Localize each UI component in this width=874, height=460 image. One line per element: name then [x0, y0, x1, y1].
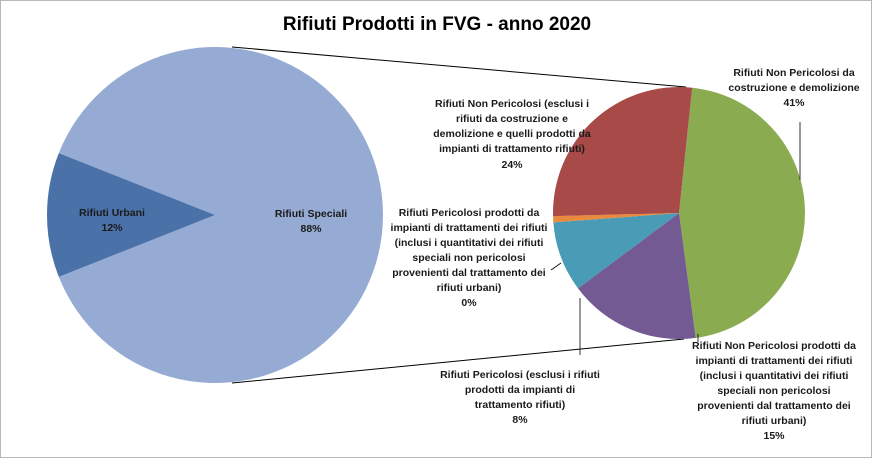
label-percent: 24%	[501, 159, 523, 171]
pie-slice-pericolosi-esclusi	[553, 213, 679, 289]
label-line: (inclusi i quantitativi dei rifiuti	[700, 370, 849, 382]
label-non-pericolosi-costruzione: Rifiuti Non Pericolosi da costruzione e …	[728, 67, 859, 109]
label-rifiuti-speciali: Rifiuti Speciali 88%	[275, 208, 347, 235]
label-line: prodotti da impianti di	[465, 384, 575, 396]
label-line: speciali non pericolosi	[717, 385, 830, 397]
label-rifiuti-urbani: Rifiuti Urbani 12%	[79, 207, 145, 234]
label-percent: 8%	[512, 414, 528, 426]
detail-pie	[553, 87, 805, 339]
label-percent: 41%	[783, 97, 805, 109]
label-line: rifiuti urbani)	[437, 282, 502, 294]
connector-lines	[231, 46, 687, 384]
label-line: Rifiuti Non Pericolosi da	[733, 67, 855, 79]
pie-slice-rifiuti-speciali	[58, 46, 384, 383]
pie-slice-non-pericolosi-costruzione	[679, 87, 805, 338]
connector-line-bottom	[231, 338, 685, 384]
pie-slice-non-pericolosi-esclusi	[553, 87, 693, 217]
label-line: provenienti dal trattamento dei	[697, 400, 851, 412]
label-line: demolizione e quelli prodotti da	[433, 128, 591, 140]
label-line: impianti di trattamenti dei rifiuti	[696, 355, 853, 367]
pie-slice-rifiuti-urbani	[47, 153, 215, 277]
label-line: rifiuti urbani)	[742, 415, 807, 427]
label-line: trattamento rifiuti)	[475, 399, 565, 411]
label-pericolosi-esclusi: Rifiuti Pericolosi (esclusi i rifiuti pr…	[440, 369, 600, 426]
chart-title: Rifiuti Prodotti in FVG - anno 2020	[283, 14, 591, 35]
main-pie	[47, 46, 384, 383]
label-line: speciali non pericolosi	[412, 252, 525, 264]
label-line: impianti di trattamento rifiuti)	[439, 143, 585, 155]
label-percent: 0%	[461, 297, 477, 309]
label-text: Rifiuti Urbani	[79, 207, 145, 219]
label-line: provenienti dal trattamento dei	[392, 267, 546, 279]
leader-line-0	[550, 262, 562, 271]
label-line: Rifiuti Pericolosi (esclusi i rifiuti	[440, 369, 600, 381]
connector-line-top	[231, 46, 687, 88]
pie-slice-non-pericolosi-impianti	[578, 213, 696, 339]
pie-slice-pericolosi-impianti	[553, 213, 679, 223]
label-line: rifiuti da costruzione e	[456, 113, 568, 125]
label-line: impianti di trattamenti dei rifiuti	[391, 222, 548, 234]
label-non-pericolosi-esclusi: Rifiuti Non Pericolosi (esclusi i rifiut…	[433, 98, 591, 171]
label-line: costruzione e demolizione	[728, 82, 859, 94]
label-percent: 88%	[300, 223, 322, 235]
leader-lines	[550, 122, 801, 355]
label-non-pericolosi-impianti: Rifiuti Non Pericolosi prodotti da impia…	[692, 340, 856, 442]
label-line: Rifiuti Non Pericolosi prodotti da	[692, 340, 856, 352]
label-line: Rifiuti Non Pericolosi (esclusi i	[435, 98, 589, 110]
label-percent: 15%	[763, 430, 785, 442]
label-line: (inclusi i quantitativi dei rifiuti	[395, 237, 544, 249]
label-pericolosi-impianti: Rifiuti Pericolosi prodotti da impianti …	[391, 207, 548, 309]
label-line: Rifiuti Pericolosi prodotti da	[399, 207, 540, 219]
label-text: Rifiuti Speciali	[275, 208, 347, 220]
label-percent: 12%	[101, 222, 123, 234]
